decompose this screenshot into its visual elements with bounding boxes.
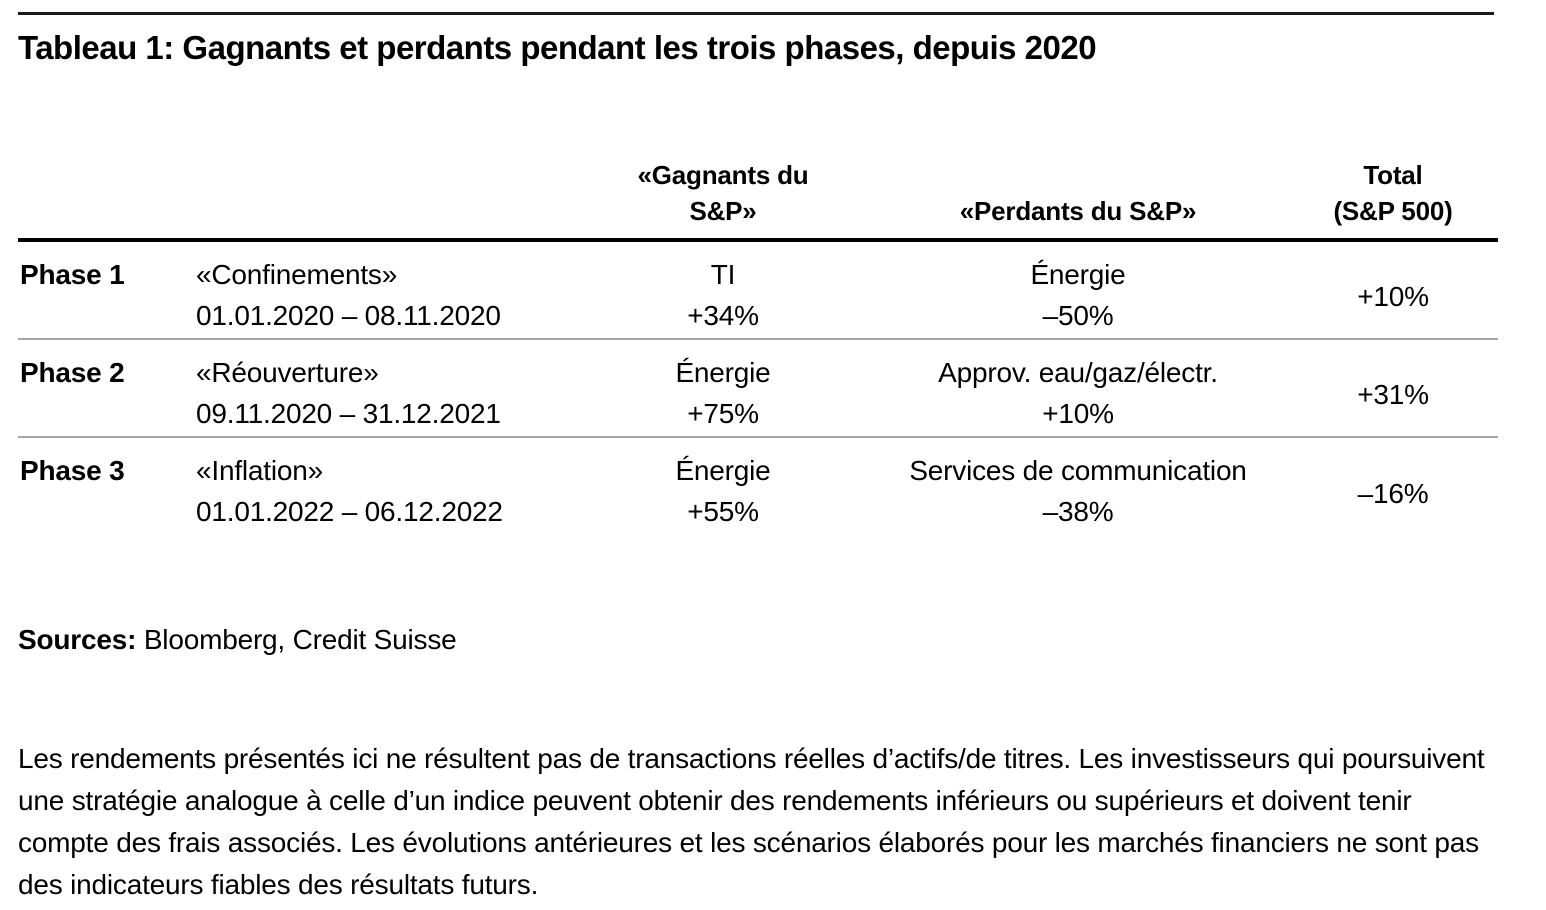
loser-cell: Services de communication –38% xyxy=(868,450,1288,536)
header-cell-total: Total (S&P 500) xyxy=(1288,157,1498,238)
phase-description: «Confinements» 01.01.2020 – 08.11.2020 xyxy=(188,254,578,338)
header-winners-label: «Gagnants du S&P» xyxy=(637,160,809,226)
phase-label: Phase 1 xyxy=(20,259,125,290)
page-title: Tableau 1: Gagnants et perdants pendant … xyxy=(18,29,1097,66)
phase-period: 01.01.2022 – 06.12.2022 xyxy=(196,496,503,527)
phase-label: Phase 3 xyxy=(20,455,125,486)
loser-return: +10% xyxy=(1042,398,1114,429)
phase-period: 01.01.2020 – 08.11.2020 xyxy=(196,300,501,331)
winner-sector: Énergie xyxy=(675,357,771,388)
disclaimer-text: Les rendements présentés ici ne résulten… xyxy=(18,743,1485,900)
header-cell-losers: «Perdants du S&P» xyxy=(959,196,1197,226)
table-row-phase-1: Phase 1 «Confinements» 01.01.2020 – 08.1… xyxy=(18,242,1498,340)
loser-cell: Énergie –50% xyxy=(868,254,1288,338)
header-cell-phase xyxy=(18,229,188,238)
sources-value: Bloomberg, Credit Suisse xyxy=(143,624,457,655)
winner-cell: Énergie +75% xyxy=(578,352,868,436)
winner-cell: TI +34% xyxy=(578,254,868,338)
phase-name: «Confinements» xyxy=(196,259,398,290)
winner-sector: Énergie xyxy=(675,455,771,486)
document-page: Tableau 1: Gagnants et perdants pendant … xyxy=(0,12,1546,906)
header-total-label-line2: (S&P 500) xyxy=(1333,196,1453,226)
loser-return: –38% xyxy=(1042,496,1114,527)
table-header-row: «Gagnants du S&P» «Perdants du S&P» Tota… xyxy=(18,143,1498,242)
total-return: –16% xyxy=(1357,477,1429,509)
loser-sector: Énergie xyxy=(1030,259,1126,290)
winner-cell: Énergie +55% xyxy=(578,450,868,536)
header-total-label-line1: Total xyxy=(1363,160,1423,190)
phase-name: «Réouverture» xyxy=(196,357,379,388)
phase-period: 09.11.2020 – 31.12.2021 xyxy=(196,398,501,429)
loser-cell: Approv. eau/gaz/électr. +10% xyxy=(868,352,1288,436)
phase-name: «Inflation» xyxy=(196,455,324,486)
winner-return: +75% xyxy=(687,398,759,429)
phases-table: «Gagnants du S&P» «Perdants du S&P» Tota… xyxy=(18,143,1498,536)
loser-sector: Services de communication xyxy=(909,455,1247,486)
sources-label: Sources: xyxy=(18,624,137,655)
table-row-phase-2: Phase 2 «Réouverture» 09.11.2020 – 31.12… xyxy=(18,340,1498,438)
loser-return: –50% xyxy=(1042,300,1114,331)
header-cell-description xyxy=(188,229,578,238)
total-return: +31% xyxy=(1357,378,1429,410)
phase-description: «Inflation» 01.01.2022 – 06.12.2022 xyxy=(188,450,578,536)
total-return: +10% xyxy=(1357,280,1429,312)
winner-return: +55% xyxy=(687,496,759,527)
phase-label: Phase 2 xyxy=(20,357,125,388)
header-cell-winners: «Gagnants du S&P» xyxy=(578,157,868,238)
top-rule xyxy=(18,12,1494,15)
table-row-phase-3: Phase 3 «Inflation» 01.01.2022 – 06.12.2… xyxy=(18,438,1498,536)
phase-description: «Réouverture» 09.11.2020 – 31.12.2021 xyxy=(188,352,578,436)
sources-line: Sources: Bloomberg, Credit Suisse xyxy=(18,624,1546,656)
loser-sector: Approv. eau/gaz/électr. xyxy=(938,357,1218,388)
winner-sector: TI xyxy=(710,259,736,290)
winner-return: +34% xyxy=(687,300,759,331)
